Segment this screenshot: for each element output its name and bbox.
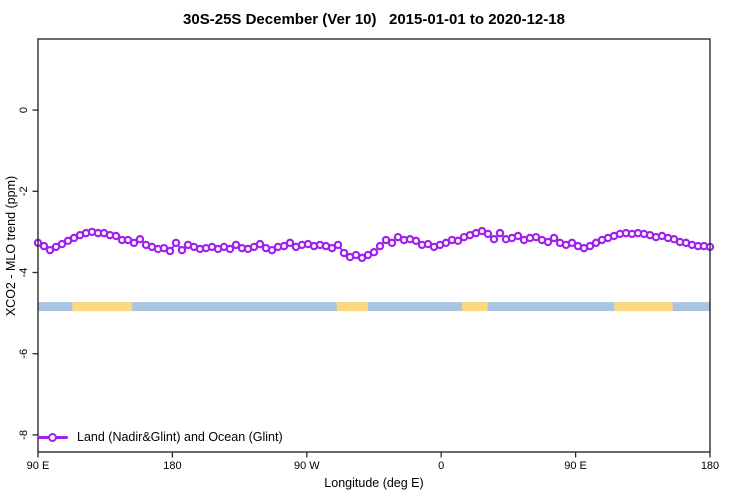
y-tick-label: -8	[18, 430, 30, 440]
data-point	[225, 244, 235, 254]
data-point	[267, 245, 277, 255]
data-point	[279, 241, 289, 251]
y-tick-label: -4	[18, 268, 30, 278]
x-tick-label: 0	[438, 460, 444, 472]
data-point	[231, 240, 241, 250]
data-point	[495, 228, 505, 238]
y-tick-label: -6	[18, 349, 30, 359]
legend-marker-icon	[37, 429, 68, 445]
data-point	[135, 235, 145, 244]
y-tick-label: 0	[18, 107, 30, 113]
data-point	[483, 229, 493, 239]
legend: Land (Nadir&Glint) and Ocean (Glint)	[37, 429, 283, 445]
x-axis-label: Longitude (deg E)	[324, 476, 424, 490]
data-point	[255, 239, 265, 249]
data-point	[333, 240, 343, 250]
data-point	[489, 235, 499, 244]
x-tick-label: 90 E	[564, 460, 587, 472]
coverage-band-highlight	[72, 302, 133, 312]
y-axis-label: XCO2 - MLO trend (ppm)	[4, 175, 18, 317]
data-point	[585, 241, 595, 251]
data-point	[339, 248, 349, 258]
data-point	[453, 236, 463, 246]
data-point	[57, 239, 67, 249]
data-point	[327, 243, 337, 253]
data-point	[129, 238, 139, 248]
data-point	[111, 231, 121, 241]
plot-border	[37, 38, 711, 453]
chart-title: 30S-25S December (Ver 10) 2015-01-01 to …	[183, 11, 565, 28]
x-tick-label: 180	[163, 460, 181, 472]
data-point	[45, 245, 55, 255]
data-point	[549, 233, 559, 243]
coverage-band-highlight	[336, 302, 369, 312]
data-point	[285, 238, 295, 248]
data-point	[369, 248, 379, 257]
data-point	[165, 246, 175, 256]
coverage-band-base	[38, 302, 710, 312]
x-tick-label: 90 W	[294, 460, 320, 472]
data-point	[411, 236, 421, 246]
data-point	[387, 238, 397, 248]
x-tick-label: 90 E	[27, 460, 50, 472]
coverage-band-highlight	[462, 302, 488, 312]
data-point	[543, 237, 553, 247]
x-tick-label: 180	[701, 460, 719, 472]
data-point	[567, 238, 577, 248]
data-point	[513, 231, 523, 241]
data-point	[171, 238, 181, 248]
data-point	[177, 245, 187, 255]
y-tick-label: -2	[18, 186, 30, 196]
legend-label: Land (Nadir&Glint) and Ocean (Glint)	[77, 430, 283, 444]
data-point	[39, 241, 49, 251]
legend-circle	[48, 432, 57, 442]
data-point	[375, 241, 385, 251]
coverage-band-highlight	[614, 302, 673, 312]
